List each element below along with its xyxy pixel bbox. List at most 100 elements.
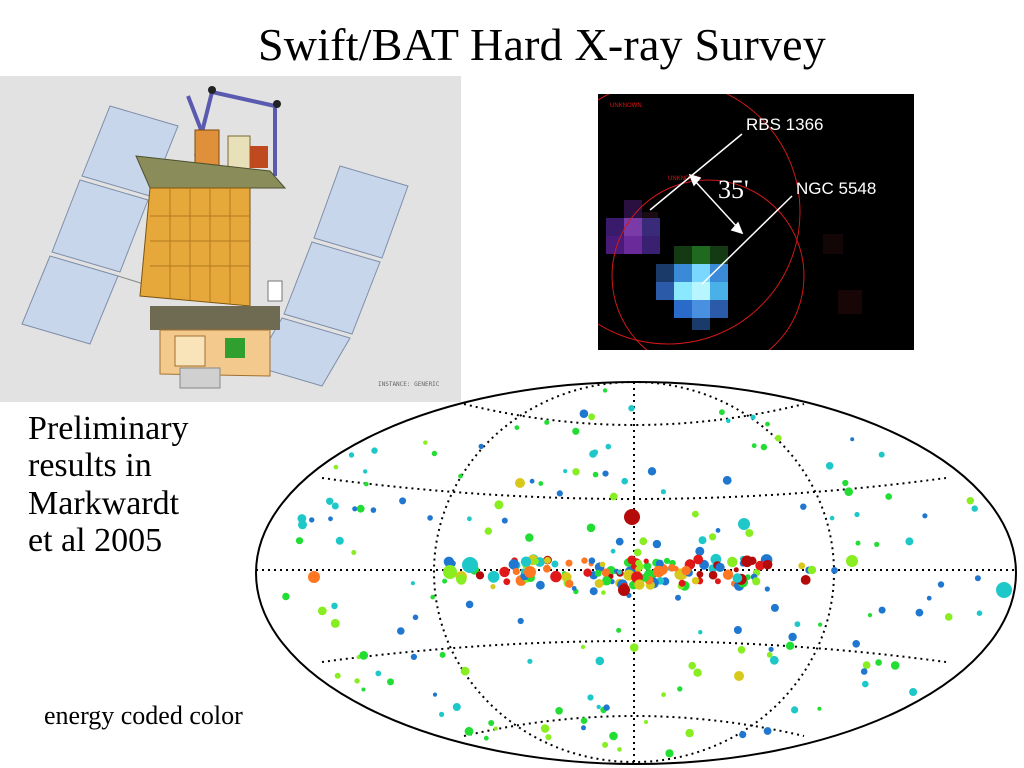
sky-source-dot [334,672,341,679]
sky-source-dot [592,471,599,478]
sky-source-dot [581,557,588,564]
sky-source-dot [762,559,773,570]
sky-source-dot [639,537,648,546]
sky-source-dot [685,728,694,738]
sky-source-dot [926,595,932,601]
sky-source-dot [621,477,628,485]
sky-source-dot [885,493,892,500]
sky-source-dot [515,478,525,488]
sky-source-dot [432,692,438,697]
sky-source-dot [709,533,717,541]
sky-source-dot [842,479,849,487]
sky-source-dot [565,559,573,567]
sky-source-dot [431,450,438,457]
sky-source-dot [555,707,563,715]
sky-source-dot [922,513,928,519]
sky-source-dot [633,548,642,557]
sky-source-dot [652,539,662,549]
caption-line: Preliminary [28,410,189,447]
sky-source-dot [364,481,369,487]
slide-title: Swift/BAT Hard X-ray Survey [258,19,826,70]
sky-source-dot [733,626,742,634]
sky-source-dot [768,646,774,652]
sky-source-dot [844,487,853,496]
sky-source-dot [351,550,357,555]
sky-source-dot [602,741,609,748]
sky-source-dot [525,533,534,542]
sky-source-dot [610,548,616,554]
sky-source-dot [579,409,589,418]
preliminary-results-caption: Preliminary results in Markwardt et al 2… [28,410,238,560]
sky-source-dot [760,443,768,451]
sky-source-dot [487,570,500,583]
sky-source-dot [594,569,602,577]
sky-source-dot [627,555,637,565]
sky-source-dot [387,678,394,686]
sky-source-dot [352,506,358,512]
sky-source-dot [675,594,681,601]
sky-source-dot [624,509,640,525]
sky-source-dot [605,443,612,450]
sky-source-dot [602,388,608,393]
sky-source-dot [691,577,700,585]
sky-source-dot [335,536,344,545]
sky-source-dot [527,658,533,664]
sky-source-dot [595,656,605,666]
sky-source-dot [741,555,753,568]
sky-source-dot [460,666,470,676]
sky-source-dot [572,427,580,435]
right-solar-array [253,165,409,387]
sky-source-dot [727,556,738,568]
sky-source-dot [484,527,492,535]
sky-source-dot [715,562,725,572]
sky-source-dot [543,564,551,573]
sky-source-dot [583,568,592,577]
separation-arrow [688,173,744,235]
sky-source-dot [785,641,795,650]
sky-source-dot [354,678,360,684]
sky-source-dot [356,504,365,513]
ngc-5548-source [656,246,728,330]
sky-source-dot [698,536,707,545]
sky-source-dot [594,579,604,588]
sky-source-dot [668,564,676,572]
sky-source-dot [825,462,834,470]
sky-source-dot [696,570,704,578]
sky-source-dot [909,688,918,696]
sky-source-dot [862,680,869,688]
sky-source-dot [655,559,664,568]
sky-source-dot [580,644,586,650]
sky-source-dot [452,703,461,711]
sky-source-dot [596,704,601,710]
sky-source-dot [846,555,858,567]
sky-source-dot [410,653,417,660]
sky-source-dot [456,574,467,585]
sky-source-dot [878,606,886,614]
sky-source-dot [629,643,639,652]
separation-label: 35' [718,175,749,204]
caption-line: results in [28,447,152,485]
sky-source-dot [643,562,652,571]
sky-source-dot [602,576,612,586]
sky-source-dot [915,608,924,617]
sky-source-dot [475,571,485,580]
sky-source-dot [798,562,806,570]
sky-source-dot [875,659,882,666]
sky-source-dot [867,613,873,618]
sky-source-dot [788,632,797,642]
sky-source-dot [890,661,900,670]
sky-source-dot [966,497,974,505]
sky-source-dot [905,537,914,546]
sky-source-dot [944,613,953,621]
sky-source-dot [328,516,333,522]
sky-source-dot [647,467,657,476]
sky-source-dot [770,603,779,612]
sky-source-dot [652,565,665,578]
sky-source-dot [375,670,382,677]
sky-source-dot [532,558,539,565]
sky-source-dot [766,651,773,658]
sky-source-dot [681,565,691,576]
sky-source-dot [359,651,369,660]
map-outline [255,381,1017,765]
sky-source-dot [295,537,304,545]
